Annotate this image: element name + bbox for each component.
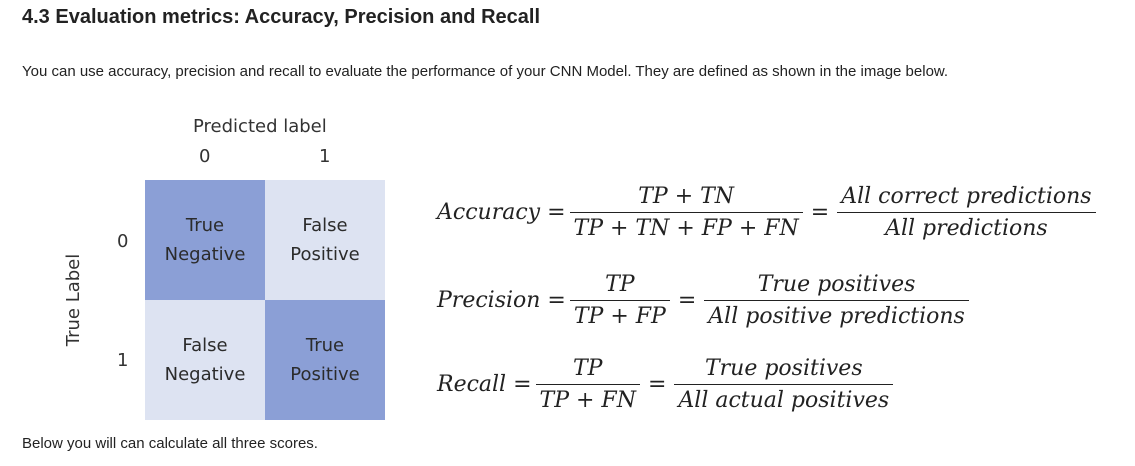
cell-false-positive-label: False Positive <box>290 215 360 265</box>
footer-paragraph: Below you will can calculate all three s… <box>22 435 318 452</box>
precision-formula: Precision = TP TP + FP = True positives … <box>437 272 973 329</box>
cell-false-negative: False Negative <box>145 300 265 420</box>
accuracy-fraction: TP + TN TP + TN + FP + FN <box>569 184 803 241</box>
accuracy-word-numerator: All correct predictions <box>837 184 1096 213</box>
precision-name: Precision = <box>437 288 566 313</box>
row-label-1: 1 <box>117 350 129 371</box>
cell-true-positive: True Positive <box>265 300 385 420</box>
accuracy-name: Accuracy = <box>437 200 566 225</box>
accuracy-numerator: TP + TN <box>569 184 803 213</box>
precision-word-fraction: True positives All positive predictions <box>704 272 969 329</box>
accuracy-equals: = <box>810 200 830 225</box>
recall-word-denominator: All actual positives <box>678 388 890 413</box>
intro-paragraph: You can use accuracy, precision and reca… <box>22 63 949 80</box>
precision-word-numerator: True positives <box>704 272 969 301</box>
recall-numerator: TP <box>535 356 640 385</box>
accuracy-denominator: TP + TN + FP + FN <box>573 216 799 241</box>
cell-true-positive-label: True Positive <box>290 335 360 385</box>
recall-word-numerator: True positives <box>674 356 894 385</box>
accuracy-word-fraction: All correct predictions All predictions <box>837 184 1096 241</box>
col-label-1: 1 <box>319 146 331 167</box>
precision-equals: = <box>677 288 697 313</box>
recall-formula: Recall = TP TP + FN = True positives All… <box>437 356 897 413</box>
precision-denominator: TP + FP <box>573 304 666 329</box>
recall-denominator: TP + FN <box>539 388 636 413</box>
recall-name: Recall = <box>437 372 532 397</box>
cell-true-negative: True Negative <box>145 180 265 300</box>
row-label-0: 0 <box>117 231 129 252</box>
recall-word-fraction: True positives All actual positives <box>674 356 894 413</box>
precision-fraction: TP TP + FP <box>569 272 670 329</box>
precision-numerator: TP <box>569 272 670 301</box>
recall-equals: = <box>647 372 667 397</box>
cell-true-negative-label: True Negative <box>164 215 246 265</box>
predicted-label-title: Predicted label <box>193 116 327 137</box>
precision-word-denominator: All positive predictions <box>708 304 965 329</box>
section-heading: 4.3 Evaluation metrics: Accuracy, Precis… <box>22 6 540 28</box>
cell-false-negative-label: False Negative <box>164 335 246 385</box>
cell-false-positive: False Positive <box>265 180 385 300</box>
recall-fraction: TP TP + FN <box>535 356 640 413</box>
col-label-0: 0 <box>199 146 211 167</box>
true-label-title: True Label <box>63 253 84 347</box>
accuracy-word-denominator: All predictions <box>885 216 1048 241</box>
accuracy-formula: Accuracy = TP + TN TP + TN + FP + FN = A… <box>437 184 1100 241</box>
